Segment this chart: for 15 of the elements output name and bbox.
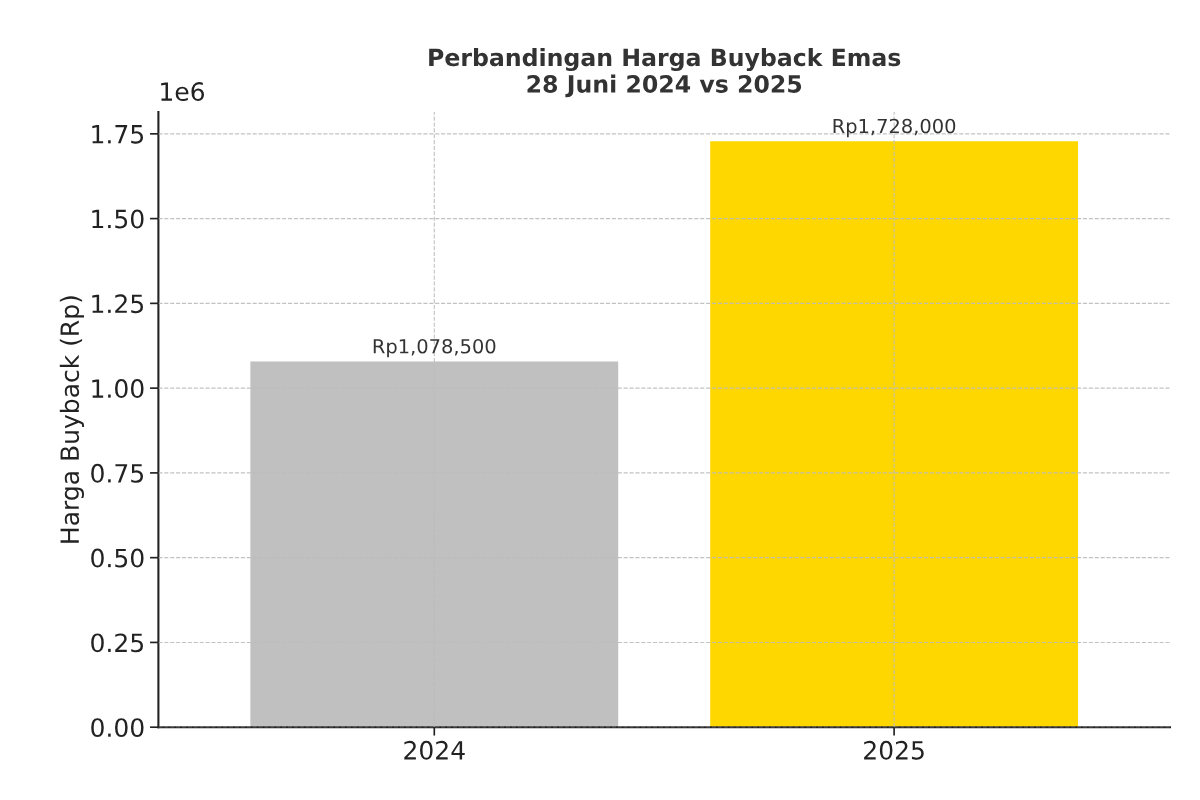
chart-title: Perbandingan Harga Buyback Emas 28 Juni 2024 vs 2025 [429,47,901,98]
y-tick-label: 0.50 [91,548,144,568]
x-tick-label: 2025 [864,740,924,760]
x-tick-label: 2024 [404,740,465,760]
y-tick-label: 0.25 [91,633,144,653]
y-axis-title: Harga Buyback (Rp) [59,296,84,543]
data-label: Rp1,728,000 [833,118,956,138]
y-tick-label: 1.00 [92,379,144,398]
data-label: Rp1,078,500 [373,338,496,358]
y-tick-label: 1.50 [92,209,144,229]
y-tick-label: 1.75 [92,125,144,144]
y-tick-label: 1.25 [92,294,144,314]
y-tick-label: 0.00 [91,718,144,738]
text: 1e6 [161,82,205,101]
y-tick-label: 0.75 [91,463,144,483]
